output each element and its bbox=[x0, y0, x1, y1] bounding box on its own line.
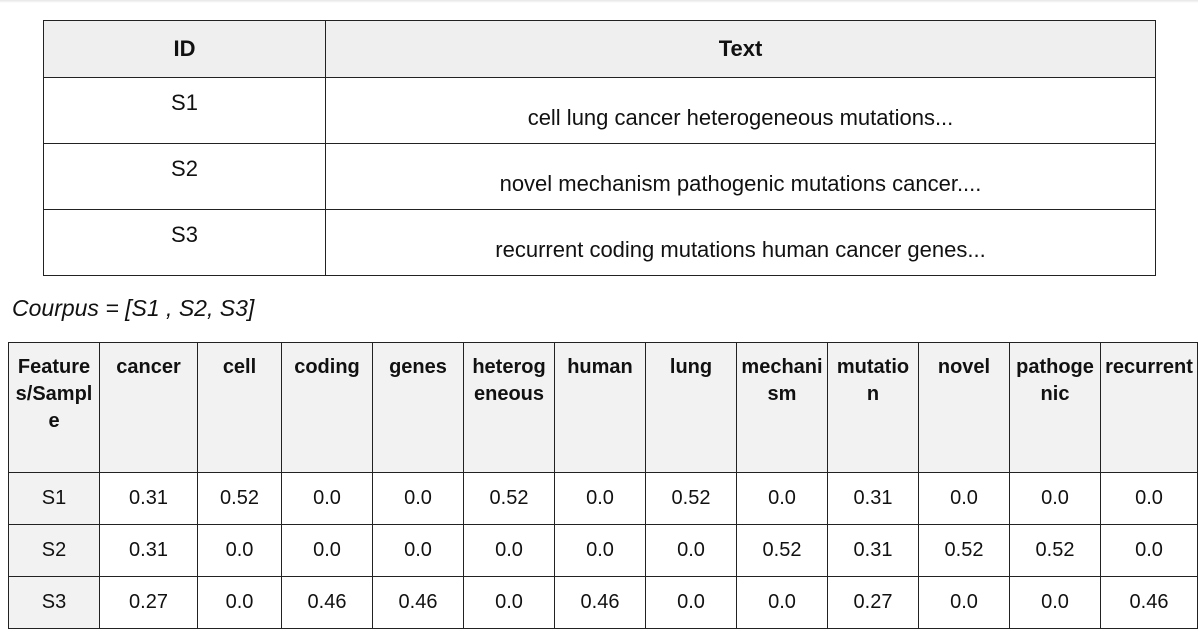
feature-value-cell: 0.46 bbox=[1100, 576, 1198, 629]
feature-value-cell: 0.46 bbox=[372, 576, 464, 629]
feature-column-header: lung bbox=[645, 342, 737, 473]
feature-value-cell: 0.31 bbox=[827, 472, 919, 525]
feature-value-cell: 0.0 bbox=[918, 472, 1010, 525]
feature-column-header: cancer bbox=[99, 342, 198, 473]
feature-column-header: cell bbox=[197, 342, 282, 473]
table-row: S1 cell lung cancer heterogeneous mutati… bbox=[43, 77, 1156, 144]
feature-column-header: mutation bbox=[827, 342, 919, 473]
feature-value-cell: 0.0 bbox=[554, 472, 646, 525]
feature-value-cell: 0.0 bbox=[463, 524, 555, 577]
sample-id-cell: S3 bbox=[43, 209, 326, 276]
feature-value-cell: 0.31 bbox=[99, 472, 198, 525]
table-row: S3 0.27 0.0 0.46 0.46 0.0 0.46 0.0 0.0 0… bbox=[8, 576, 1198, 629]
sample-row-header: S2 bbox=[8, 524, 100, 577]
text-column-header: Text bbox=[325, 20, 1156, 78]
feature-value-cell: 0.0 bbox=[372, 472, 464, 525]
feature-value-cell: 0.0 bbox=[645, 576, 737, 629]
feature-value-cell: 0.0 bbox=[918, 576, 1010, 629]
feature-column-header: novel bbox=[918, 342, 1010, 473]
feature-column-header: recurrent bbox=[1100, 342, 1198, 473]
features-header-row: Features/Sample cancer cell coding genes… bbox=[8, 342, 1198, 473]
feature-value-cell: 0.0 bbox=[1009, 576, 1101, 629]
feature-value-cell: 0.46 bbox=[281, 576, 373, 629]
feature-column-header: heterogeneous bbox=[463, 342, 555, 473]
top-divider bbox=[0, 0, 1198, 3]
sample-id-cell: S2 bbox=[43, 143, 326, 210]
feature-value-cell: 0.0 bbox=[736, 576, 828, 629]
feature-value-cell: 0.0 bbox=[736, 472, 828, 525]
sample-text-cell: novel mechanism pathogenic mutations can… bbox=[325, 143, 1156, 210]
feature-value-cell: 0.0 bbox=[281, 524, 373, 577]
feature-value-cell: 0.52 bbox=[1009, 524, 1101, 577]
feature-column-header: genes bbox=[372, 342, 464, 473]
table-row: S3 recurrent coding mutations human canc… bbox=[43, 209, 1156, 276]
feature-value-cell: 0.0 bbox=[1009, 472, 1101, 525]
table-row: S2 novel mechanism pathogenic mutations … bbox=[43, 143, 1156, 210]
feature-value-cell: 0.0 bbox=[463, 576, 555, 629]
table-row: S2 0.31 0.0 0.0 0.0 0.0 0.0 0.0 0.52 0.3… bbox=[8, 524, 1198, 577]
sample-row-header: S3 bbox=[8, 576, 100, 629]
feature-value-cell: 0.52 bbox=[463, 472, 555, 525]
feature-value-cell: 0.0 bbox=[645, 524, 737, 577]
table-row: S1 0.31 0.52 0.0 0.0 0.52 0.0 0.52 0.0 0… bbox=[8, 472, 1198, 525]
feature-value-cell: 0.0 bbox=[1100, 472, 1198, 525]
features-corner-header: Features/Sample bbox=[8, 342, 100, 473]
feature-value-cell: 0.27 bbox=[99, 576, 198, 629]
corpus-label: Courpus = [S1 , S2, S3] bbox=[12, 295, 255, 321]
feature-value-cell: 0.52 bbox=[645, 472, 737, 525]
feature-value-cell: 0.46 bbox=[554, 576, 646, 629]
sample-row-header: S1 bbox=[8, 472, 100, 525]
feature-value-cell: 0.0 bbox=[372, 524, 464, 577]
feature-column-header: human bbox=[554, 342, 646, 473]
sample-text-cell: recurrent coding mutations human cancer … bbox=[325, 209, 1156, 276]
sample-id-cell: S1 bbox=[43, 77, 326, 144]
id-column-header: ID bbox=[43, 20, 326, 78]
feature-value-cell: 0.31 bbox=[827, 524, 919, 577]
feature-column-header: pathogenic bbox=[1009, 342, 1101, 473]
samples-header-row: ID Text bbox=[43, 20, 1156, 78]
feature-value-cell: 0.0 bbox=[1100, 524, 1198, 577]
feature-value-cell: 0.52 bbox=[918, 524, 1010, 577]
feature-value-cell: 0.0 bbox=[197, 524, 282, 577]
feature-column-header: mechanism bbox=[736, 342, 828, 473]
feature-column-header: coding bbox=[281, 342, 373, 473]
feature-value-cell: 0.0 bbox=[197, 576, 282, 629]
feature-value-cell: 0.52 bbox=[736, 524, 828, 577]
feature-value-cell: 0.52 bbox=[197, 472, 282, 525]
samples-table: ID Text S1 cell lung cancer heterogeneou… bbox=[43, 20, 1156, 276]
features-table: Features/Sample cancer cell coding genes… bbox=[8, 342, 1198, 629]
feature-value-cell: 0.0 bbox=[281, 472, 373, 525]
sample-text-cell: cell lung cancer heterogeneous mutations… bbox=[325, 77, 1156, 144]
feature-value-cell: 0.27 bbox=[827, 576, 919, 629]
feature-value-cell: 0.31 bbox=[99, 524, 198, 577]
feature-value-cell: 0.0 bbox=[554, 524, 646, 577]
